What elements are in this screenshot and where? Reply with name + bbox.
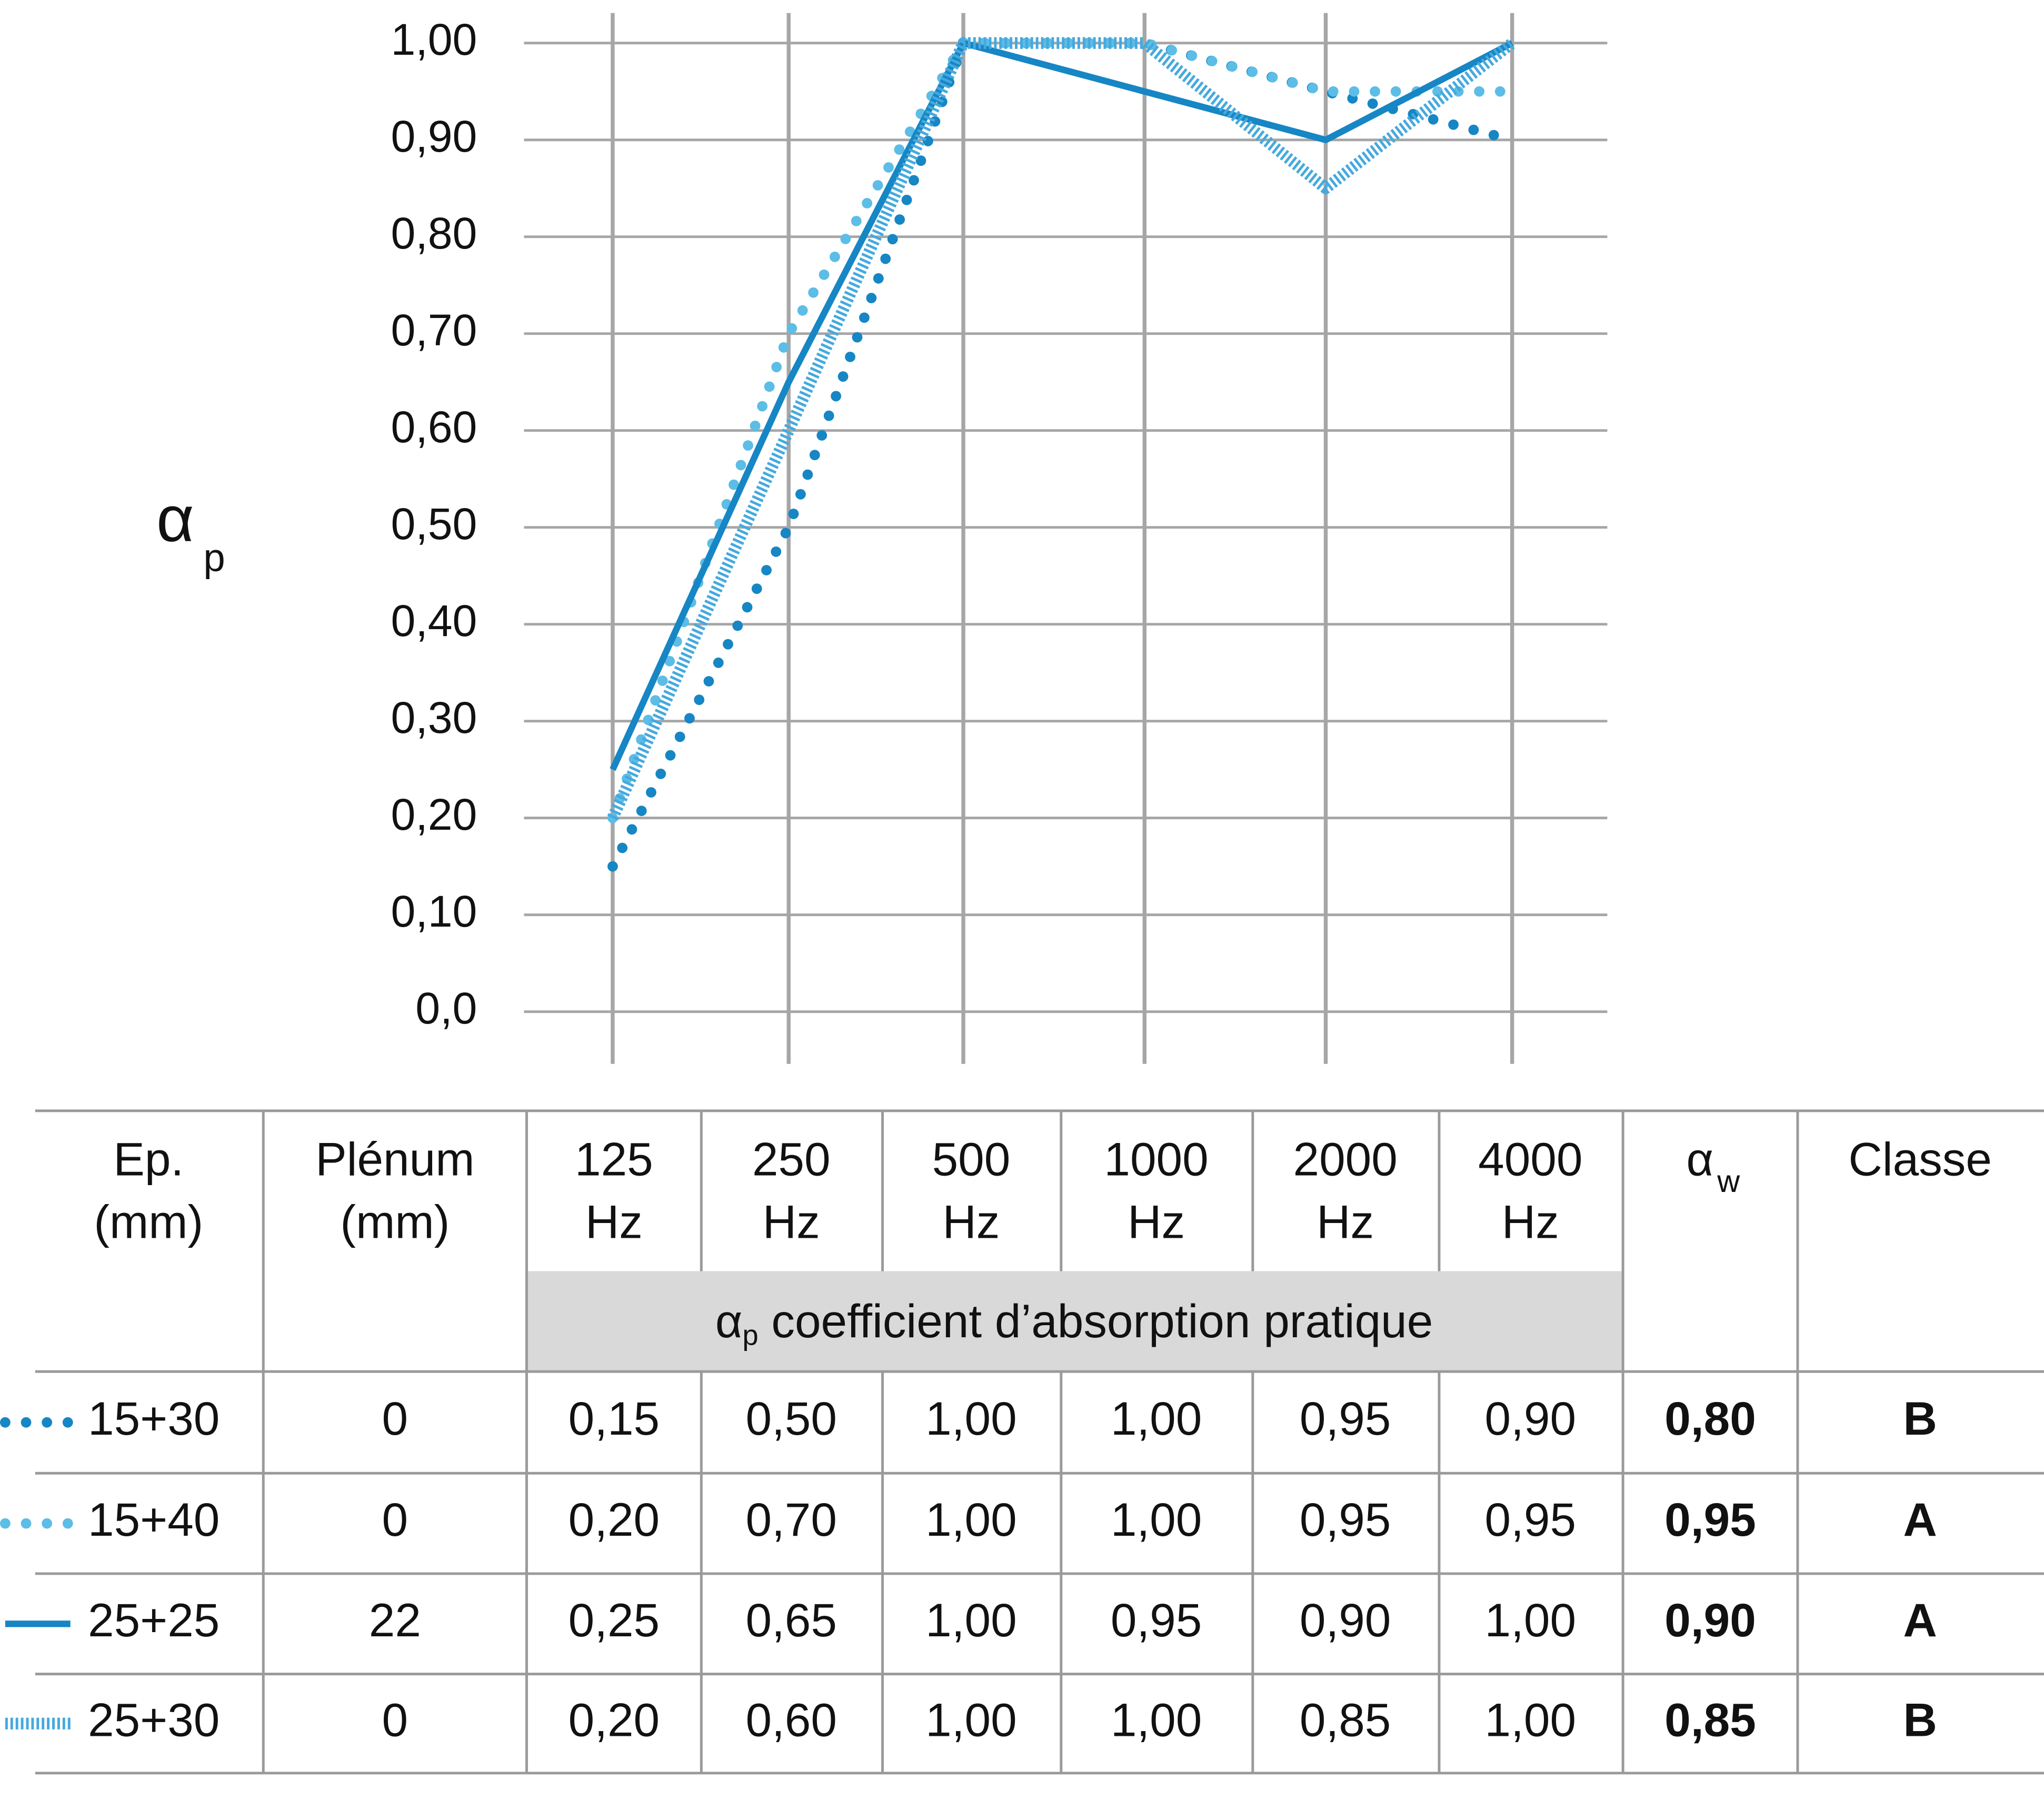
y-tick-label: 0,90 (391, 112, 477, 161)
series-line (607, 37, 1516, 821)
y-tick-label: 0,80 (391, 208, 477, 258)
cell-classe: B (1903, 1693, 1937, 1746)
cell-aw: 0,95 (1664, 1493, 1756, 1546)
legend-label: 15+40 (88, 1493, 220, 1546)
cell-aw: 0,80 (1664, 1392, 1756, 1445)
frequency-header: 1000 (1104, 1132, 1208, 1185)
cell-value: 1,00 (925, 1392, 1016, 1445)
frequency-unit: Hz (585, 1195, 643, 1248)
header: Plénum (315, 1132, 474, 1185)
y-tick-label: 0,50 (391, 499, 477, 549)
cell-classe: A (1903, 1493, 1937, 1546)
y-tick-label: 0,30 (391, 693, 477, 742)
series-line (607, 37, 1518, 872)
frequency-unit: Hz (763, 1195, 820, 1248)
frequency-header: 2000 (1293, 1132, 1398, 1185)
legend-label: 15+30 (88, 1392, 220, 1445)
band-label: coefficient d’absorption pratique (759, 1295, 1433, 1347)
cell-value: 0,70 (745, 1493, 836, 1546)
band-subscript: p (742, 1319, 758, 1351)
cell: 0 (382, 1693, 408, 1746)
series-line (610, 39, 1514, 771)
y-tick-label: 0,40 (391, 596, 477, 645)
cell-value: 1,00 (925, 1693, 1016, 1746)
legend-label: 25+25 (88, 1594, 220, 1646)
cell-aw: 0,85 (1664, 1693, 1756, 1746)
cell-value: 0,25 (569, 1594, 660, 1646)
y-tick-label: 0,0 (415, 983, 477, 1033)
band-symbol: α (715, 1295, 743, 1347)
y-tick-label: 0,20 (391, 790, 477, 839)
header: Ep. (113, 1132, 184, 1185)
band-text: αp coefficient d’absorption pratique (715, 1295, 1433, 1352)
cell-value: 1,00 (1111, 1392, 1202, 1445)
cell-value: 1,00 (1485, 1594, 1576, 1646)
cell-value: 1,00 (1111, 1693, 1202, 1746)
legend-label: 25+30 (88, 1693, 220, 1746)
frequency-unit: Hz (1502, 1195, 1559, 1248)
frequency-header: 4000 (1478, 1132, 1582, 1185)
cell-value: 1,00 (1485, 1693, 1576, 1746)
frequency-unit: Hz (942, 1195, 1000, 1248)
header: α (1686, 1132, 1713, 1185)
cell-value: 0,95 (1485, 1493, 1576, 1546)
cell-classe: A (1903, 1594, 1937, 1646)
cell-value: 0,95 (1300, 1493, 1391, 1546)
y-tick-label: 0,70 (391, 305, 477, 355)
frequency-header: 500 (932, 1132, 1011, 1185)
band-background (526, 1271, 1623, 1372)
header: (mm) (94, 1195, 203, 1248)
cell-value: 0,95 (1111, 1594, 1202, 1646)
header: Classe (1849, 1132, 1992, 1185)
y-axis-label: α (156, 483, 194, 555)
y-tick-label: 0,60 (391, 402, 477, 452)
cell-value: 1,00 (1111, 1493, 1202, 1546)
cell-value: 0,15 (569, 1392, 660, 1445)
y-tick-label: 1,00 (391, 15, 477, 64)
frequency-unit: Hz (1128, 1195, 1185, 1248)
cell: 0 (382, 1392, 408, 1445)
frequency-header: 250 (752, 1132, 831, 1185)
cell-value: 0,20 (569, 1693, 660, 1746)
frequency-unit: Hz (1317, 1195, 1374, 1248)
cell-value: 0,20 (569, 1493, 660, 1546)
cell-value: 0,85 (1300, 1693, 1391, 1746)
frequency-header: 125 (575, 1132, 653, 1185)
cell-value: 0,95 (1300, 1392, 1391, 1445)
cell-value: 1,00 (925, 1493, 1016, 1546)
cell-aw: 0,90 (1664, 1594, 1756, 1646)
cell-value: 0,50 (745, 1392, 836, 1445)
cell-value: 1,00 (925, 1594, 1016, 1646)
y-axis-label-subscript: p (203, 535, 225, 579)
header-subscript: w (1717, 1164, 1740, 1199)
cell: 0 (382, 1493, 408, 1546)
cell-value: 0,60 (745, 1693, 836, 1746)
cell: 22 (369, 1594, 421, 1646)
cell-classe: B (1903, 1392, 1937, 1445)
series-line (607, 37, 1518, 823)
cell-value: 0,90 (1485, 1392, 1576, 1445)
header: (mm) (340, 1195, 450, 1248)
cell-value: 0,90 (1300, 1594, 1391, 1646)
y-tick-label: 0,10 (391, 887, 477, 936)
cell-value: 0,65 (745, 1594, 836, 1646)
